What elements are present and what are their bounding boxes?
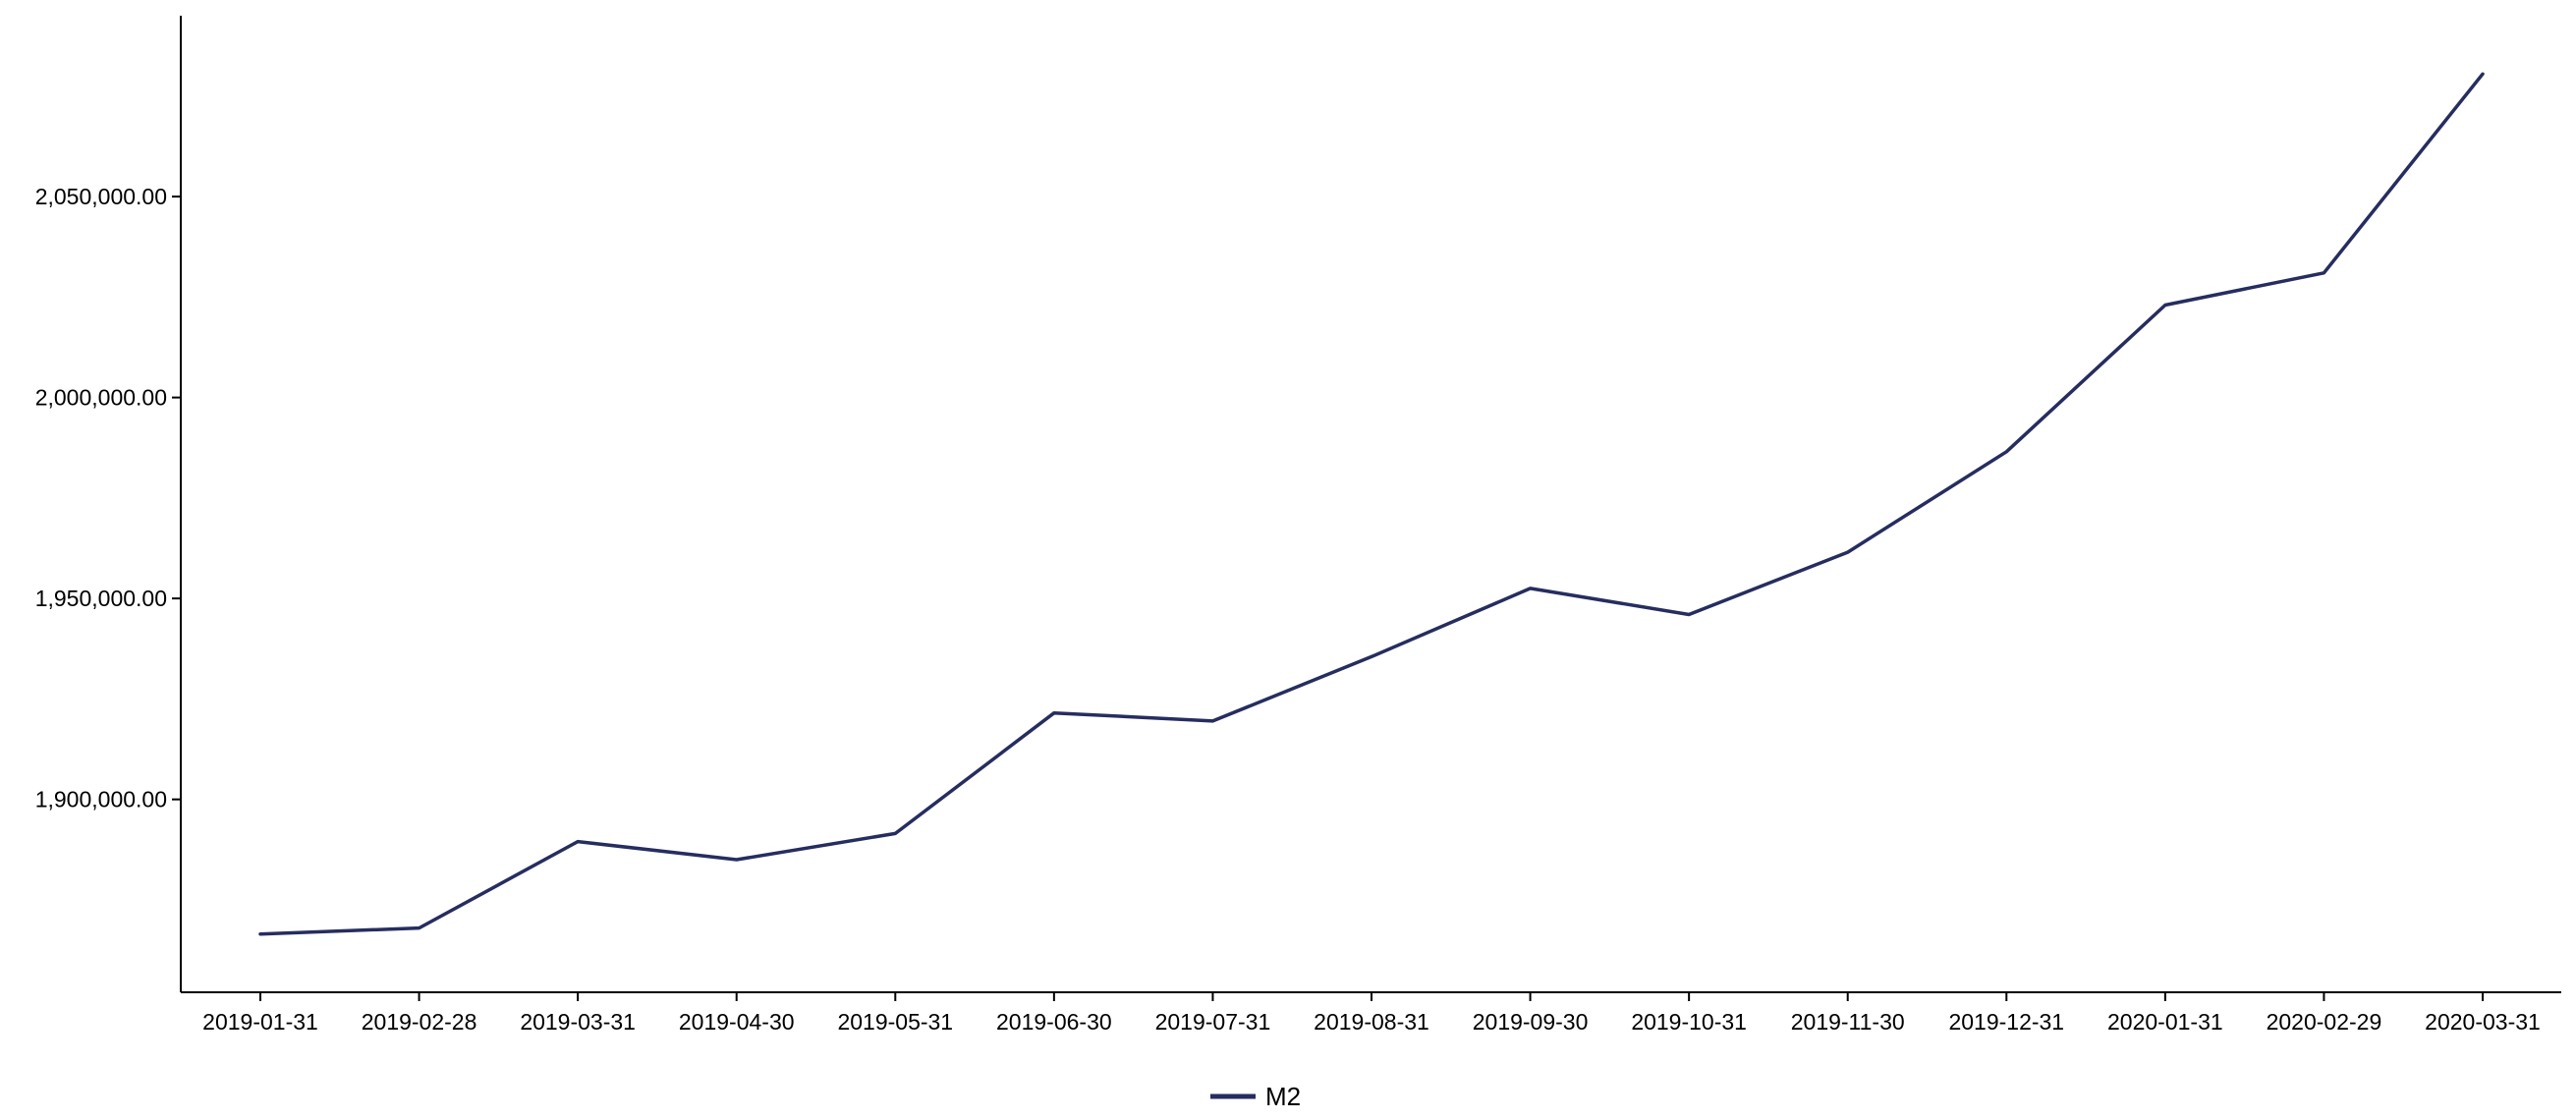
x-tick-label: 2019-04-30 (679, 1009, 795, 1035)
x-tick-label: 2019-09-30 (1473, 1009, 1589, 1035)
x-tick-label: 2019-10-31 (1631, 1009, 1747, 1035)
legend-label-m2: M2 (1265, 1082, 1301, 1111)
series-layer (258, 72, 2485, 936)
y-axis-ticks: 1,900,000.00 1,950,000.00 2,000,000.00 2,05… (35, 184, 181, 812)
x-tick-label: 2019-08-31 (1314, 1009, 1429, 1035)
x-tick-label: 2019-07-31 (1155, 1009, 1271, 1035)
y-tick-label: 2,000,000.00 (35, 385, 167, 411)
y-tick-label: 1,950,000.00 (35, 586, 167, 611)
y-tick-label: 1,900,000.00 (35, 787, 167, 812)
y-tick-label: 2,050,000.00 (35, 184, 167, 209)
x-tick-label: 2019-01-31 (202, 1009, 318, 1035)
x-tick-label: 2020-02-29 (2267, 1009, 2382, 1035)
x-axis-ticks: 2019-01-31 2019-02-28 2019-03-31 2019-04-30… (202, 992, 2541, 1035)
x-tick-label: 2020-01-31 (2107, 1009, 2223, 1035)
x-tick-label: 2019-05-31 (837, 1009, 953, 1035)
x-tick-label: 2020-03-31 (2425, 1009, 2541, 1035)
legend: M2 (1210, 1082, 1301, 1111)
x-tick-label: 2019-11-30 (1791, 1009, 1905, 1035)
x-tick-label: 2019-06-30 (996, 1009, 1112, 1035)
x-tick-label: 2019-02-28 (362, 1009, 477, 1035)
series-line-m2 (258, 72, 2485, 936)
x-tick-label: 2019-03-31 (520, 1009, 636, 1035)
x-tick-label: 2019-12-31 (1948, 1009, 2064, 1035)
